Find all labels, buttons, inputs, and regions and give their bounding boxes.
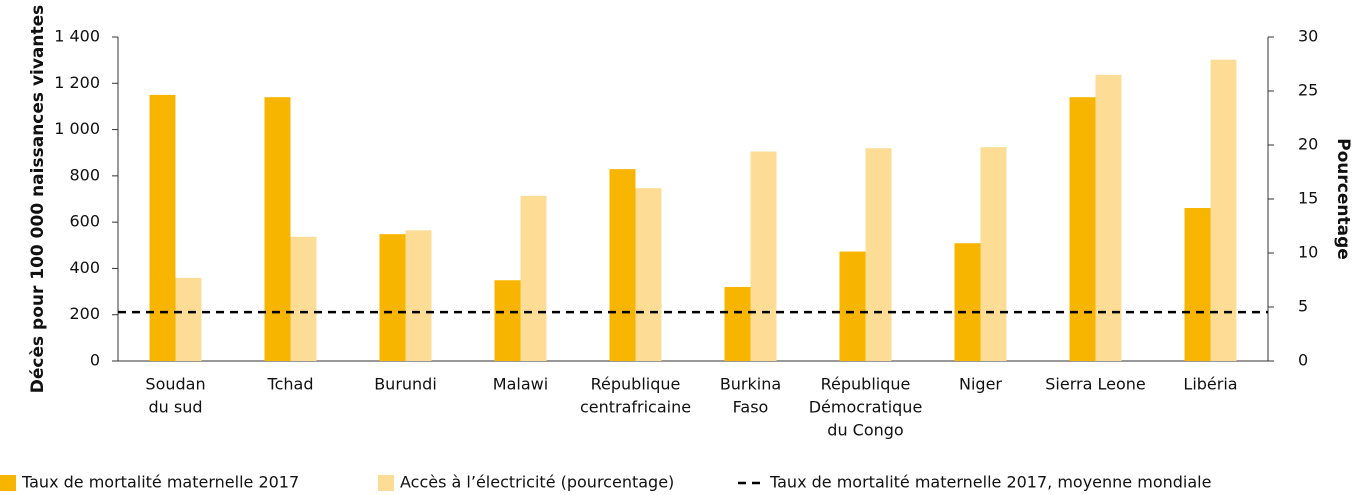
bar [175,277,202,361]
legend-label: Taux de mortalité maternelle 2017 [21,473,299,492]
bar [980,147,1007,361]
legend-label: Taux de mortalité maternelle 2017, moyen… [769,473,1211,492]
bar [954,243,981,361]
y2-axis-label: Pourcentage [1333,138,1353,260]
y2-tick-label: 15 [1298,189,1318,208]
x-tick-label: Soudan [145,375,205,394]
bar [264,97,291,362]
y-tick-label: 800 [69,165,100,184]
x-tick-label: Burundi [374,375,437,394]
bar [1069,97,1096,362]
y2-tick-label: 5 [1298,297,1308,316]
y2-tick-label: 10 [1298,243,1318,262]
bar [405,230,432,361]
y2-tick-label: 30 [1298,27,1318,46]
y2-tick-label: 0 [1298,351,1308,370]
x-tick-label: du Congo [827,421,903,440]
bar [1095,74,1122,362]
x-tick-label: centrafricaine [580,398,691,417]
y2-tick-label: 25 [1298,81,1318,100]
bar [1210,59,1237,362]
bar [379,234,406,361]
bar [1184,208,1211,361]
x-tick-label: Libéria [1183,375,1237,394]
bar [290,236,317,361]
y-tick-label: 400 [69,258,100,277]
legend-swatch [378,475,394,491]
bar [750,151,777,361]
bar [724,286,751,361]
bar [494,280,521,361]
bar [839,251,866,361]
legend-label: Accès à l’électricité (pourcentage) [400,473,674,492]
y-tick-label: 0 [90,351,100,370]
x-tick-label: Burkina [720,375,781,394]
y-tick-label: 1 200 [54,73,100,92]
bar [865,148,892,361]
x-tick-label: Malawi [493,375,548,394]
y2-tick-label: 20 [1298,135,1318,154]
y-tick-label: 1 000 [54,119,100,138]
bar [520,195,547,361]
bar [149,94,176,361]
x-tick-label: Faso [733,398,769,417]
x-tick-label: Sierra Leone [1045,375,1145,394]
bar [635,188,662,361]
y-tick-label: 200 [69,304,100,323]
x-tick-label: Démocratique [809,398,923,417]
legend-swatch [0,475,16,491]
x-tick-label: République [821,375,911,394]
x-tick-label: Tchad [267,375,314,394]
x-tick-label: Niger [959,375,1002,394]
x-tick-label: République [591,375,681,394]
y-axis-label: Décès pour 100 000 naissances vivantes [28,5,48,394]
y-tick-label: 600 [69,212,100,231]
y-tick-label: 1 400 [54,27,100,46]
x-tick-label: du sud [148,398,202,417]
bar [609,169,636,361]
